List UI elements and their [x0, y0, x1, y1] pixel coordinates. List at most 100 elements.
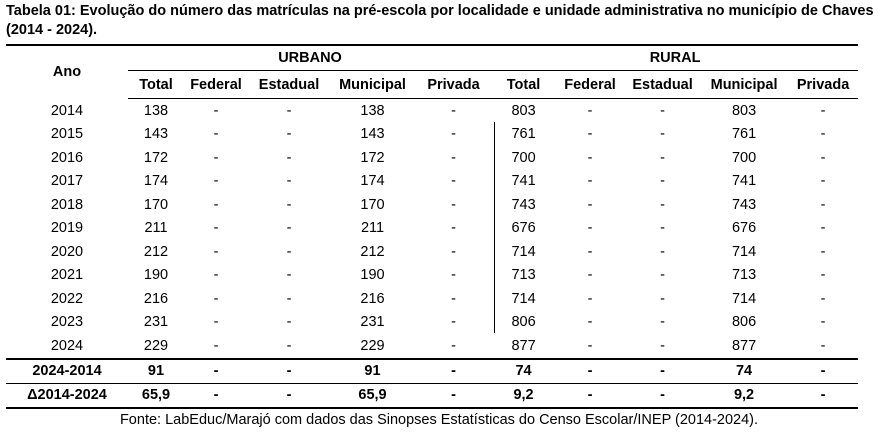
table-cell: -: [820, 220, 826, 237]
table-cell: -: [660, 220, 665, 237]
table-cell: -: [415, 357, 493, 383]
table-cell: 743: [511, 196, 536, 213]
table-cell: -: [587, 267, 593, 284]
table-cell: 65,9: [330, 382, 415, 409]
table-row: 2015 143 - - 143 - 761 - - 761 -: [6, 123, 858, 147]
table-title: Tabela 01: Evolução do número das matríc…: [6, 3, 874, 38]
table-cell: -: [788, 357, 859, 383]
table-cell: -: [660, 267, 665, 284]
table-cell: -: [625, 357, 701, 383]
table-cell: -: [286, 196, 292, 213]
table-cell: -: [587, 126, 593, 143]
group-header: RURAL: [492, 44, 859, 71]
table-cell: -: [213, 126, 219, 143]
table-row: 2020 212 - - 212 - 714 - - 714 -: [6, 240, 858, 264]
table-cell: -: [213, 314, 219, 331]
table-cell: -: [660, 314, 665, 331]
table-cell: -: [286, 337, 292, 354]
table-cell: 74: [492, 357, 556, 383]
table-cell: 714: [511, 290, 536, 307]
table-row: 2023 231 - - 231 - 806 - - 806 -: [6, 311, 858, 335]
table-cell: 700: [731, 149, 757, 166]
column-header: Ano: [6, 44, 128, 99]
table-cell: 803: [731, 102, 757, 119]
table-cell: -: [587, 243, 593, 260]
table-cell: 676: [511, 220, 536, 237]
table-cell: 2015: [50, 126, 84, 143]
table-cell: 2014: [50, 102, 84, 119]
table-cell: -: [820, 102, 826, 119]
table-cell: -: [213, 290, 219, 307]
table-cell: 172: [360, 149, 385, 166]
table-row: 2016 172 - - 172 - 700 - - 700 -: [6, 146, 858, 170]
table-cell: -: [286, 267, 292, 284]
table-cell: -: [451, 243, 456, 260]
column-header: Estadual: [625, 70, 701, 99]
table-cell: 9,2: [700, 382, 789, 409]
summary-row: Δ2014-2024 65,9- -65,9-9,2- -9,2-: [6, 382, 859, 409]
table-cell: 138: [143, 102, 169, 119]
table-cell: 211: [144, 220, 168, 237]
source-note: Fonte: LabEduc/Marajó com dados das Sino…: [119, 412, 759, 428]
table-cell: -: [587, 102, 593, 119]
table-cell: 143: [143, 126, 169, 143]
column-header: Municipal: [700, 70, 789, 99]
table-cell: -: [451, 173, 456, 190]
column-header: Federal: [555, 70, 626, 99]
table-row: 2024 229 - - 229 - 877 - - 877 -: [6, 334, 858, 359]
table-cell: -: [213, 196, 219, 213]
table-cell: -: [820, 173, 826, 190]
table-row: 2018 170 - - 170 - 743 - - 743 -: [6, 193, 858, 217]
table-row: 2021 190 - - 190 - 713 - - 713 -: [6, 264, 858, 288]
table-cell: -: [286, 173, 292, 190]
table-cell: -: [820, 196, 826, 213]
table-cell: 806: [511, 314, 536, 331]
table-cell: 877: [731, 337, 757, 354]
table-cell: 743: [731, 196, 757, 213]
table-cell: -: [587, 337, 593, 354]
table-cell: -: [184, 382, 248, 409]
column-header: Privada: [415, 70, 493, 99]
column-header: Federal: [184, 70, 248, 99]
table-cell: 713: [731, 267, 757, 284]
table-cell: 714: [731, 243, 757, 260]
column-header: Total: [492, 70, 556, 99]
table-cell: -: [820, 267, 826, 284]
table-cell: 211: [360, 220, 385, 237]
table-cell: 676: [731, 220, 757, 237]
table-cell: 190: [360, 267, 385, 284]
table-cell: -: [820, 290, 826, 307]
summary-row: 2024-2014 91- -91-74- -74-: [6, 357, 859, 383]
table-cell: -: [213, 243, 219, 260]
table-cell: 190: [143, 267, 169, 284]
table-cell: 714: [511, 243, 536, 260]
table-cell: 2020: [50, 243, 84, 260]
table-cell: -: [451, 196, 456, 213]
table-cell: -: [820, 126, 826, 143]
table-cell: 143: [360, 126, 385, 143]
table-cell: -: [286, 126, 292, 143]
table-cell: -: [184, 357, 248, 383]
table-cell: -: [451, 220, 456, 237]
table-cell: 9,2: [492, 382, 556, 409]
table-cell: 2021: [50, 267, 84, 284]
table-cell: -: [451, 314, 456, 331]
table-cell: -: [587, 314, 593, 331]
column-header: Total: [128, 70, 184, 99]
table-cell: -: [625, 382, 701, 409]
table-cell: -: [248, 357, 330, 383]
table-cell: 212: [360, 243, 385, 260]
table-cell: -: [248, 382, 330, 409]
table-cell: -: [587, 290, 593, 307]
table-cell: 231: [360, 314, 385, 331]
table-cell: 216: [143, 290, 169, 307]
column-header: Municipal: [330, 70, 415, 99]
table-cell: -: [660, 173, 665, 190]
table-cell: 761: [731, 126, 757, 143]
table-cell: -: [451, 126, 456, 143]
table-cell: 2018: [50, 196, 84, 213]
table-cell: -: [286, 290, 292, 307]
group-header: URBANO: [128, 44, 493, 71]
table-cell: 761: [511, 126, 536, 143]
